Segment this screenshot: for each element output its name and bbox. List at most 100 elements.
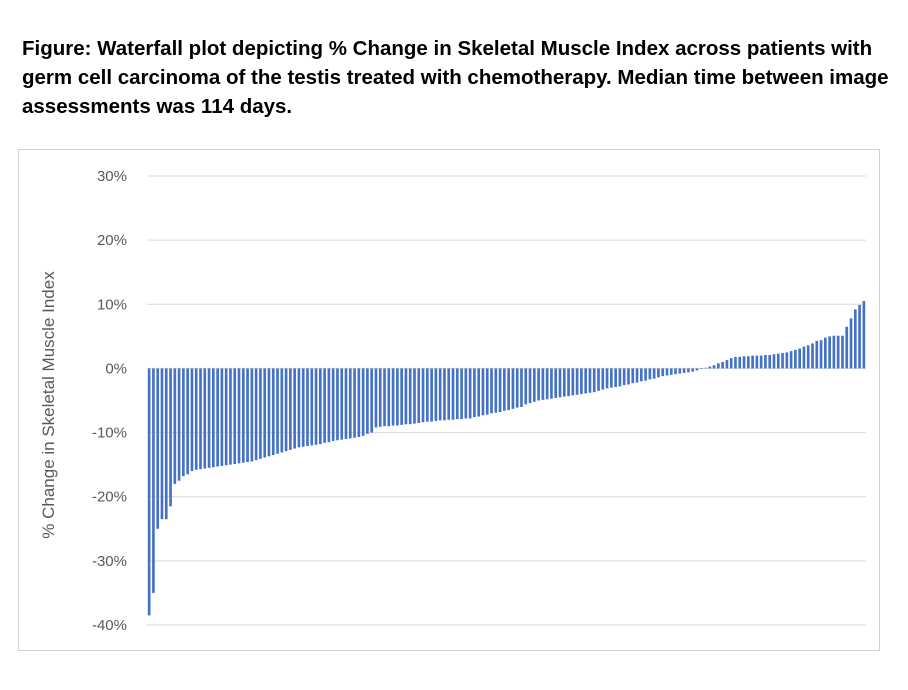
- bar: [400, 368, 403, 425]
- bar: [263, 368, 267, 458]
- chart-frame: [18, 149, 880, 651]
- bar: [622, 368, 626, 386]
- bar: [528, 368, 532, 404]
- bar: [639, 368, 643, 382]
- bar: [301, 368, 305, 447]
- bar: [280, 368, 284, 453]
- bar: [841, 335, 844, 369]
- bar: [687, 368, 690, 373]
- bar: [746, 356, 750, 369]
- bar: [648, 368, 652, 380]
- bar: [592, 368, 596, 393]
- bar: [674, 368, 677, 375]
- bar: [708, 366, 712, 369]
- bar: [374, 368, 378, 428]
- bar: [485, 368, 489, 415]
- bar: [588, 368, 592, 393]
- bar: [717, 363, 720, 369]
- bar: [413, 368, 416, 424]
- bar: [618, 368, 622, 387]
- bar: [361, 368, 365, 436]
- bar: [182, 368, 185, 477]
- bar: [631, 368, 635, 384]
- bar: [824, 337, 827, 369]
- bar: [194, 368, 198, 470]
- bar: [293, 368, 296, 449]
- bar: [734, 356, 737, 369]
- bar: [425, 368, 429, 422]
- y-tick-label: 20%: [97, 232, 127, 249]
- bar: [652, 368, 656, 379]
- bar: [712, 365, 716, 369]
- bar: [776, 353, 780, 369]
- bar: [511, 368, 515, 409]
- bar: [319, 368, 322, 445]
- bar: [378, 368, 382, 427]
- bar: [216, 368, 219, 467]
- bar: [802, 346, 806, 369]
- bar: [849, 318, 853, 369]
- bar: [310, 368, 314, 446]
- bar: [348, 368, 352, 439]
- bar: [370, 368, 374, 433]
- bar: [212, 368, 215, 468]
- bar: [862, 301, 866, 369]
- bar: [357, 368, 361, 438]
- bar: [853, 309, 857, 369]
- chart-title: Figure: Waterfall plot depicting % Chang…: [22, 37, 889, 118]
- bar: [605, 368, 609, 389]
- bar: [353, 368, 356, 438]
- bar: [571, 368, 575, 396]
- bar: [524, 368, 528, 405]
- bar: [614, 368, 617, 388]
- bar: [259, 368, 262, 459]
- bar: [584, 368, 588, 394]
- bar: [759, 355, 763, 369]
- bar: [147, 368, 151, 616]
- bar: [455, 368, 459, 420]
- y-tick-label: -20%: [92, 489, 127, 506]
- bar: [438, 368, 442, 421]
- bar: [199, 368, 202, 470]
- bar: [768, 354, 772, 369]
- bar: [451, 368, 455, 420]
- y-axis-label: % Change in Skeletal Muscle Index: [39, 271, 58, 539]
- bar: [220, 368, 224, 466]
- bar: [721, 362, 724, 369]
- bar: [177, 368, 181, 481]
- bar: [156, 368, 160, 529]
- bar: [828, 336, 831, 369]
- bar: [460, 368, 463, 420]
- bar: [396, 368, 399, 426]
- bar: [515, 368, 519, 408]
- bar: [417, 368, 421, 423]
- bar: [815, 340, 819, 369]
- bar: [481, 368, 485, 416]
- bar: [798, 348, 801, 369]
- bar: [430, 368, 433, 422]
- bar: [503, 368, 506, 411]
- bar: [207, 368, 211, 468]
- bar: [554, 368, 558, 398]
- bar: [306, 368, 309, 447]
- bar: [434, 368, 438, 422]
- bar: [550, 368, 553, 399]
- bar: [490, 368, 493, 414]
- bar: [819, 340, 823, 369]
- bar: [678, 368, 682, 374]
- bar: [473, 368, 476, 418]
- bar: [408, 368, 412, 425]
- bar: [404, 368, 408, 425]
- bar: [494, 368, 498, 413]
- bar: [276, 368, 279, 454]
- bar: [468, 368, 472, 419]
- bar: [764, 354, 767, 369]
- y-tick-label: 30%: [97, 168, 127, 185]
- bar: [845, 326, 849, 369]
- bar: [464, 368, 468, 419]
- bar: [772, 354, 776, 369]
- bar: [297, 368, 301, 448]
- bar: [498, 368, 502, 413]
- bar: [164, 368, 168, 520]
